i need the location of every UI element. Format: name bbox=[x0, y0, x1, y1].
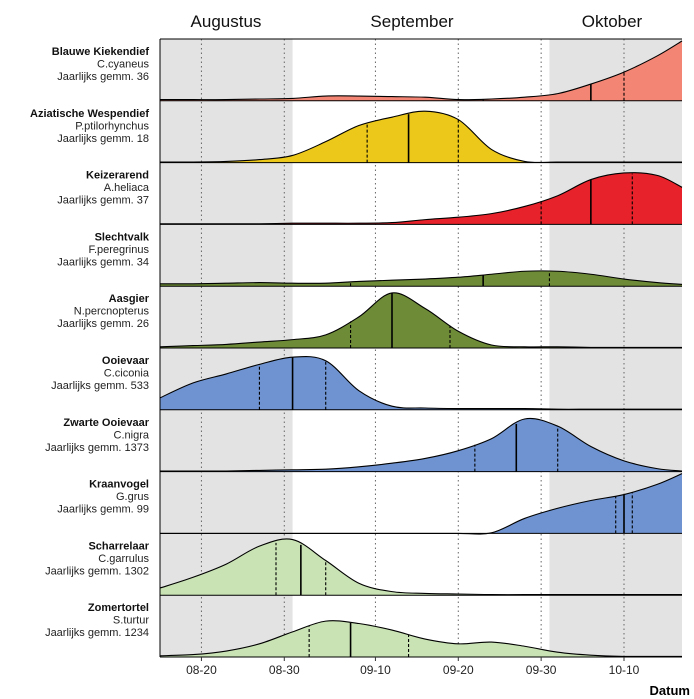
species-annual-7: Jaarlijks gemm. 1373 bbox=[45, 442, 149, 454]
density-area-10 bbox=[160, 620, 682, 657]
species-name-9: Scharrelaar bbox=[88, 540, 149, 552]
x-axis-title: Datum bbox=[650, 683, 690, 698]
species-latin-3: A.heliaca bbox=[104, 182, 150, 194]
density-outline-3 bbox=[159, 172, 683, 225]
species-latin-5: N.percnopterus bbox=[74, 306, 150, 318]
species-annual-4: Jaarlijks gemm. 34 bbox=[57, 256, 149, 268]
species-latin-6: C.ciconia bbox=[104, 368, 150, 380]
species-name-1: Blauwe Kiekendief bbox=[52, 46, 150, 58]
density-outline-1 bbox=[160, 40, 683, 101]
density-area-7 bbox=[160, 418, 682, 472]
x-tick-label-08-20: 08-20 bbox=[186, 663, 217, 677]
species-name-6: Ooievaar bbox=[102, 355, 150, 367]
species-name-4: Slechtvalk bbox=[95, 231, 150, 243]
species-name-10: Zomertortel bbox=[88, 602, 149, 614]
species-latin-10: S.turtur bbox=[113, 615, 149, 627]
species-latin-2: P.ptilorhynchus bbox=[75, 120, 149, 132]
species-annual-1: Jaarlijks gemm. 36 bbox=[57, 71, 149, 83]
density-outline-6 bbox=[159, 356, 683, 410]
density-outline-2 bbox=[159, 110, 682, 164]
density-area-2 bbox=[160, 111, 682, 163]
density-outline-10 bbox=[159, 620, 682, 658]
species-name-7: Zwarte Ooievaar bbox=[63, 417, 149, 429]
species-name-3: Keizerarend bbox=[86, 170, 149, 182]
x-tick-label-09-30: 09-30 bbox=[526, 663, 557, 677]
density-outline-4 bbox=[159, 270, 683, 285]
density-area-5 bbox=[160, 292, 682, 348]
species-annual-6: Jaarlijks gemm. 533 bbox=[51, 380, 149, 392]
density-outline-9 bbox=[159, 538, 682, 596]
density-area-1 bbox=[160, 41, 682, 101]
species-name-2: Aziatische Wespendief bbox=[30, 108, 149, 120]
density-outline-5 bbox=[159, 292, 682, 348]
species-latin-9: C.garrulus bbox=[98, 553, 149, 565]
species-latin-8: G.grus bbox=[116, 491, 150, 503]
species-annual-9: Jaarlijks gemm. 1302 bbox=[45, 565, 149, 577]
density-area-8 bbox=[160, 473, 682, 535]
density-area-6 bbox=[160, 356, 682, 410]
species-annual-5: Jaarlijks gemm. 26 bbox=[57, 318, 149, 330]
month-label-1: Augustus bbox=[191, 12, 262, 31]
species-name-5: Aasgier bbox=[109, 293, 150, 305]
species-annual-8: Jaarlijks gemm. 99 bbox=[57, 504, 149, 516]
species-latin-1: C.cyaneus bbox=[97, 59, 149, 71]
density-area-3 bbox=[160, 172, 682, 225]
density-area-9 bbox=[160, 538, 682, 596]
x-tick-label-09-20: 09-20 bbox=[443, 663, 474, 677]
x-tick-label-09-10: 09-10 bbox=[360, 663, 391, 677]
species-row-2: Aziatische WespendiefP.ptilorhynchusJaar… bbox=[30, 108, 682, 164]
month-label-2: September bbox=[370, 12, 453, 31]
species-annual-10: Jaarlijks gemm. 1234 bbox=[45, 627, 149, 639]
month-label-3: Oktober bbox=[582, 12, 643, 31]
x-tick-label-08-30: 08-30 bbox=[269, 663, 300, 677]
species-latin-4: F.peregrinus bbox=[88, 244, 149, 256]
x-axis: 08-20 08-30 09-10 09-20 09-30 10-10 bbox=[186, 657, 640, 677]
species-annual-3: Jaarlijks gemm. 37 bbox=[57, 195, 149, 207]
species-name-8: Kraanvogel bbox=[89, 479, 149, 491]
species-annual-2: Jaarlijks gemm. 18 bbox=[57, 133, 149, 145]
x-tick-label-10-10: 10-10 bbox=[609, 663, 640, 677]
density-outline-7 bbox=[160, 417, 683, 472]
species-latin-7: C.nigra bbox=[114, 429, 150, 441]
month-labels: Augustus September Oktober bbox=[191, 12, 643, 31]
density-area-4 bbox=[160, 270, 682, 287]
